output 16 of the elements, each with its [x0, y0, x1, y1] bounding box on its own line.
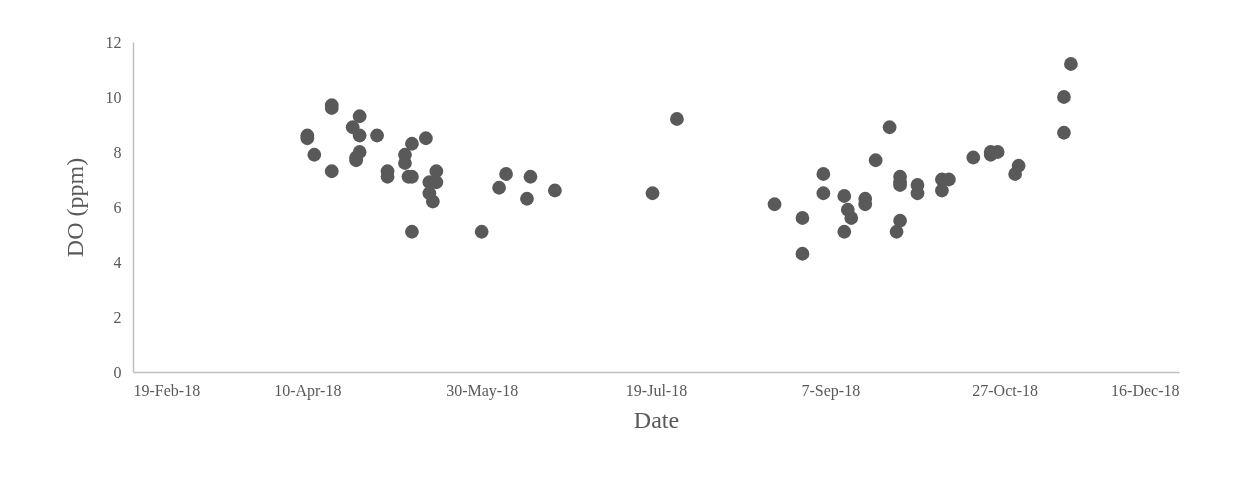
y-axis-title: DO (ppm) — [61, 157, 88, 258]
x-tick-label: 10-Apr-18 — [274, 381, 342, 400]
x-tick-label: 19-Jul-18 — [625, 381, 688, 399]
y-tick-label: 10 — [105, 88, 122, 106]
y-tick-label: 8 — [113, 143, 122, 161]
x-axis-title: Date — [633, 406, 680, 433]
y-tick-label: 4 — [113, 253, 122, 271]
y-tick-label: 6 — [113, 198, 122, 216]
x-tick-label: 30-May-18 — [446, 381, 519, 400]
x-tick-label: 7-Sep-18 — [801, 381, 861, 400]
x-tick-label: 16-Dec-18 — [1111, 381, 1180, 399]
y-tick-label: 0 — [113, 363, 122, 381]
x-tick-label: 27-Oct-18 — [972, 381, 1039, 399]
x-tick-label: 19-Feb-18 — [133, 381, 201, 399]
y-tick-label: 2 — [113, 308, 122, 326]
y-tick-label: 12 — [105, 33, 122, 51]
